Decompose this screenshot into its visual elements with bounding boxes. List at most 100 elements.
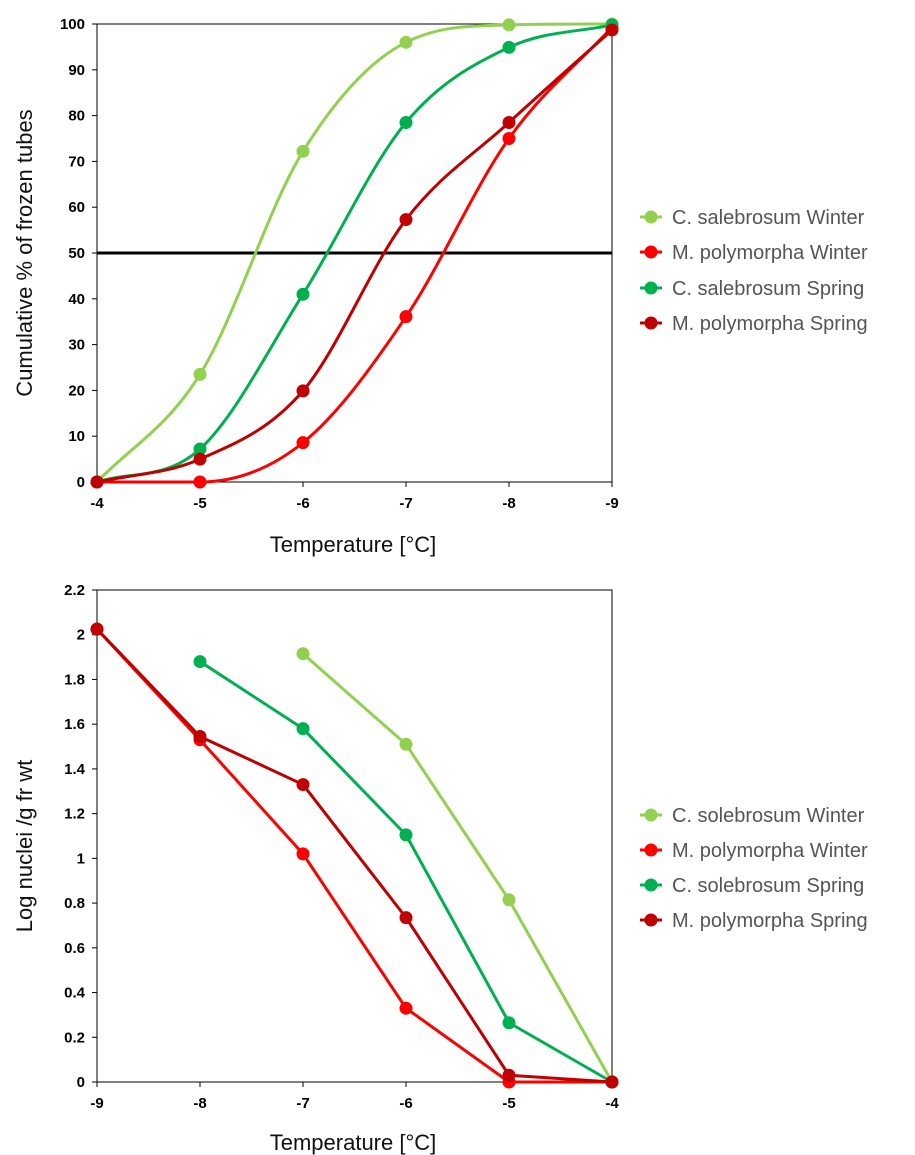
chart0-data-point [399,115,413,129]
chart0-y-tick-label: 10 [68,428,85,445]
chart0-data-point [90,475,104,489]
chart0-x-tick-label: -4 [90,495,104,512]
chart0-y-tick-label: 30 [68,337,85,354]
chart0-data-point [605,23,619,37]
chart0-data-point [193,367,207,381]
chart0-data-point [399,35,413,49]
chart1-y-axis-label: Log nuclei /g fr wt [12,760,37,932]
chart0-series-1 [90,20,619,489]
chart1-legend-item: C. solebrosum Winter [640,805,865,827]
chart1-legend-label: M. polymorpha Winter [672,840,868,862]
chart1-series-line [95,628,613,1084]
chart1-data-point [399,911,413,925]
chart0-y-tick-label: 60 [68,199,85,216]
chart0-legend-item: C. salebrosum Winter [640,207,865,229]
chart1-y-tick-label: 0.2 [64,1029,85,1046]
chart0-data-point [193,475,207,489]
chart1-legend-item: M. polymorpha Winter [640,840,868,862]
chart0-data-point [296,144,310,158]
chart1-data-point [193,655,207,669]
chart0-data-point [193,452,207,466]
legend-swatch-marker [644,210,658,224]
chart1-y-tick-label: 1 [77,850,85,867]
chart0-data-point [399,310,413,324]
chart0-legend-label: M. polymorpha Winter [672,242,868,264]
chart1-x-tick-label: -8 [193,1095,206,1112]
chart1-y-tick-label: 0 [77,1074,85,1091]
chart0-x-tick-label: -8 [502,495,515,512]
chart0-data-point [502,18,516,32]
legend-swatch-marker [644,808,658,822]
chart1-data-point [296,722,310,736]
chart0-data-point [193,442,207,456]
chart1-x-tick-label: -6 [399,1095,412,1112]
chart-cumulative-frozen: Cumulative % of frozen tubes Temperature… [12,16,868,557]
chart1-series-line [95,628,612,1084]
chart1-y-tick-label: 1.8 [64,671,85,688]
legend-swatch-marker [644,281,658,295]
chart1-series-line [199,660,613,1084]
chart1-y-tick-label: 1.4 [64,761,86,778]
chart0-y-tick-label: 50 [68,245,85,262]
chart0-legend-item: C. salebrosum Spring [640,278,864,300]
chart1-y-tick-label: 0.8 [64,895,85,912]
chart0-x-tick-label: -9 [605,495,618,512]
chart1-y-tick-label: 0.4 [64,985,86,1002]
chart0-data-point [502,40,516,54]
chart1-data-point [399,828,413,842]
chart1-plot-frame [96,589,613,1083]
legend-swatch-marker [644,316,658,330]
chart1-x-tick-label: -7 [296,1095,309,1112]
chart1-legend-label: M. polymorpha Spring [672,910,868,932]
chart1-series-0 [296,647,619,1089]
legend-swatch-marker [644,843,658,857]
chart0-legend-label: C. salebrosum Winter [672,207,865,229]
chart1-series-2 [193,655,619,1089]
chart0-data-point [502,132,516,145]
chart1-series-line [302,652,614,1083]
chart1-series-1 [90,622,619,1089]
chart0-data-point [502,115,516,129]
chart0-legend-label: C. salebrosum Spring [672,278,864,300]
chart0-series-3 [90,23,619,489]
chart1-x-tick-label: -4 [605,1095,619,1112]
chart1-y-tick-label: 1.2 [64,806,85,823]
chart1-data-point [90,622,104,636]
chart1-data-point [502,893,516,907]
chart0-y-tick-label: 0 [77,474,85,491]
chart0-x-tick-label: -5 [193,495,206,512]
chart-log-nuclei: Log nuclei /g fr wt Temperature [°C] 0 0.… [12,582,868,1155]
chart1-data-point [399,1001,413,1015]
chart0-series-line [96,28,614,484]
chart0-legend-item: M. polymorpha Spring [640,313,868,335]
chart0-y-tick-label: 40 [68,291,85,308]
chart0-y-axis-label: Cumulative % of frozen tubes [12,109,37,396]
chart1-y-tick-label: 2 [77,627,85,644]
chart1-series-3 [90,622,619,1089]
chart1-x-tick-label: -9 [90,1095,103,1112]
chart1-data-point [296,778,310,792]
chart1-data-point [193,729,207,743]
chart0-data-point [296,384,310,398]
chart0-y-tick-label: 20 [68,382,85,399]
chart0-data-point [296,436,310,450]
chart0-y-tick-label: 100 [60,16,85,33]
chart1-data-point [502,1016,516,1030]
chart0-y-tick-label: 70 [68,153,85,170]
chart0-data-point [296,287,310,301]
legend-swatch-marker [644,245,658,259]
chart1-data-point [605,1075,619,1089]
chart1-y-tick-label: 1.6 [64,716,85,733]
chart1-y-tick-label: 0.6 [64,940,85,957]
chart1-data-point [502,1068,516,1082]
chart1-x-axis-label: Temperature [°C] [270,1130,437,1155]
chart1-x-tick-label: -5 [502,1095,515,1112]
chart1-legend-label: C. solebrosum Winter [672,805,865,827]
chart0-x-axis-label: Temperature [°C] [270,532,437,557]
chart1-data-point [399,737,413,751]
chart1-data-point [296,847,310,861]
chart0-series-line [97,26,614,484]
chart1-y-tick-label: 2.2 [64,582,85,599]
chart1-legend-label: C. solebrosum Spring [672,875,864,897]
